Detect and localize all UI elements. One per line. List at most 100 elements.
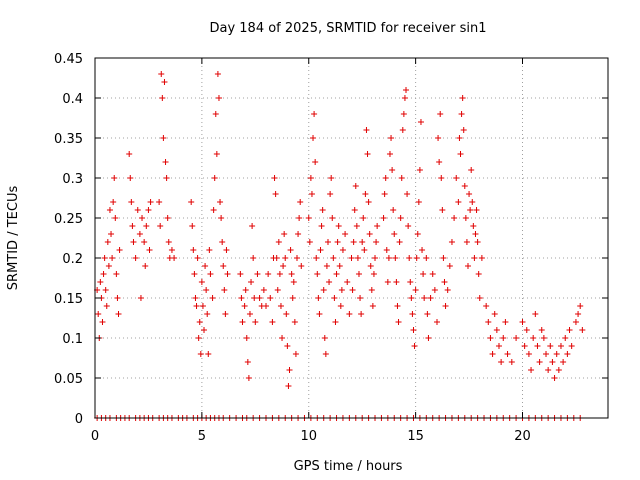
data-point [459,95,466,101]
data-point [350,239,357,245]
data-point [562,335,569,341]
y-tick-label: 0 [75,412,83,427]
data-point [126,151,133,157]
data-point [334,239,341,245]
data-point [336,263,343,269]
data-point [549,359,556,365]
data-point [274,287,281,293]
y-tick-label: 0.15 [54,292,83,307]
data-point [442,303,449,309]
data-point [485,319,492,325]
data-point [130,239,137,245]
data-point [495,343,502,349]
data-point [338,287,345,293]
data-point [276,271,283,277]
data-point [438,175,445,181]
data-point [171,255,178,261]
data-point [500,335,507,341]
data-point [404,191,411,197]
data-point [217,199,224,205]
data-point [311,111,318,117]
data-point [357,295,364,301]
data-point [389,167,396,173]
data-point [413,255,420,261]
data-point [295,231,302,237]
data-point [436,159,443,165]
data-point [415,199,422,205]
data-point [211,175,218,181]
data-point [110,199,117,205]
data-point [330,255,337,261]
data-point [468,167,475,173]
data-point [388,135,395,141]
data-point [293,255,300,261]
data-point [467,207,474,213]
data-point [369,303,376,309]
data-point [493,327,500,333]
data-point [407,279,414,285]
data-point [534,343,541,349]
data-point [409,311,416,317]
data-point [298,263,305,269]
data-point [320,287,327,293]
data-point [195,335,202,341]
data-point [197,351,204,357]
data-point [284,343,291,349]
data-point [437,111,444,117]
data-point [462,215,469,221]
y-tick-label: 0.3 [62,172,83,187]
data-point [251,295,258,301]
data-point [100,271,107,277]
data-point [328,175,335,181]
data-point [267,295,274,301]
data-point [464,263,471,269]
data-point [245,375,252,381]
data-point [385,255,392,261]
data-point [204,311,211,317]
data-point [348,255,355,261]
data-point [222,311,229,317]
data-point [109,255,116,261]
data-point [458,111,465,117]
data-point [365,199,372,205]
data-point [310,135,317,141]
data-point [339,247,346,253]
data-point [196,319,203,325]
data-point [530,335,537,341]
data-point [381,191,388,197]
data-point [281,231,288,237]
data-point [487,335,494,341]
data-point [337,303,344,309]
data-point [213,151,220,157]
data-point [242,287,249,293]
data-point [457,151,464,157]
data-point [412,287,419,293]
data-point [555,367,562,373]
data-point [403,87,410,93]
data-point [223,247,230,253]
data-point [471,255,478,261]
data-point [254,271,261,277]
data-point [95,311,102,317]
data-point [547,343,554,349]
chart-title: Day 184 of 2025, SRMTID for receiver sin… [209,21,486,36]
data-point [205,351,212,357]
data-point [159,95,166,101]
data-point [416,167,423,173]
data-point [528,367,535,373]
data-point [329,215,336,221]
data-point [390,207,397,213]
data-point [291,319,298,325]
data-point [557,343,564,349]
data-point [101,255,108,261]
data-point [142,263,149,269]
data-point [519,319,526,325]
plot-frame [94,57,609,419]
data-point [560,359,567,365]
x-tick-label: 5 [198,429,206,444]
data-point [386,151,393,157]
data-point [260,287,267,293]
data-point [393,279,400,285]
data-point [427,295,434,301]
data-point [113,271,120,277]
